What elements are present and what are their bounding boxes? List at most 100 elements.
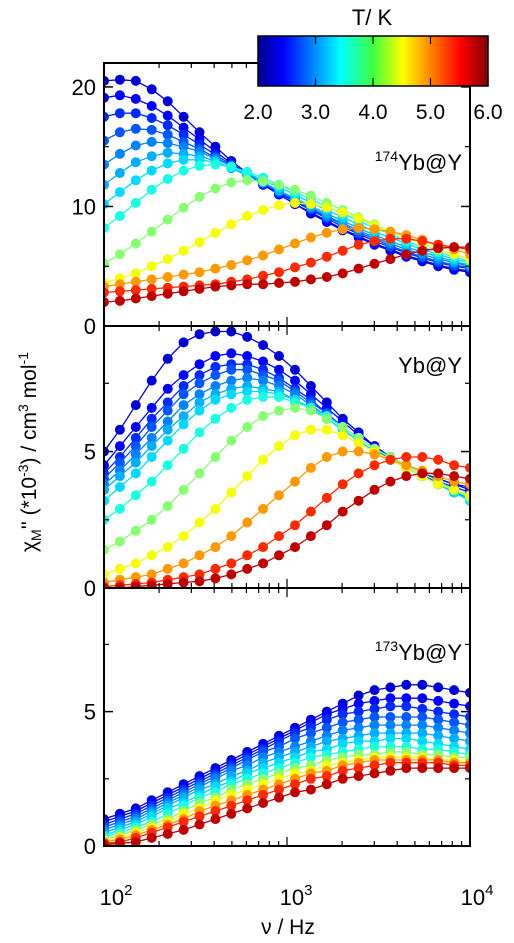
panel-2-series-7-point [210,394,221,405]
panel-3-y-tick-label: 0 [84,834,96,859]
panel-2-series-9-point [162,501,173,512]
panel-2-series-11-point [369,449,380,460]
panel-2-series-5-point [242,372,253,383]
panel-1-series-9-point [274,179,284,190]
panel-1-series-5-point [104,159,109,170]
panel-1-series-1-point [114,74,125,85]
panel-1-series-10-point [194,237,205,248]
panel-2-series-12-point [258,542,269,553]
panel-2-series-9-point [130,525,141,536]
panel-2-series-13-point [226,569,237,580]
panel-2-series-13-point [178,577,189,588]
panel-1-series-13-point [385,254,396,265]
panel-2-series-9-point [258,411,269,422]
panel-1-series-3-point [114,108,125,119]
panel-2-series-10-point [433,479,444,490]
panel-1-series-12-point [385,233,396,244]
panel-1-series-13-point [290,276,300,287]
panel-1-series-2-point [114,90,125,101]
panel-3-series-5-point [385,720,396,731]
panel-2-series-12-line [104,456,470,588]
panel-3-series-12-point [290,779,300,790]
panel-3-series-12-point [369,760,380,771]
panel-1-series-10-point [226,219,237,230]
panel-3-series-12-point [305,773,316,784]
panel-3-series-4-point [433,714,444,725]
panel-2-series-10-point [130,558,141,569]
panel-1-series-5-point [114,148,125,159]
panel-1-series-7-point [162,158,173,169]
panel-2-series-5-point [210,381,221,391]
panel-1-series-11-point [194,267,205,278]
panel-1-series-10-point [130,268,141,279]
panel-2-series-2-point [242,351,253,361]
x-axis-label: ν / Hz [261,916,315,939]
panel-1-series-11-point [162,272,173,282]
panel-3-series-13-point [305,784,316,795]
panel-2-series-4-line [104,369,470,496]
panel-3-series-5-point [417,720,428,731]
panel-2-series-12-point [353,468,364,479]
panel-3-plot [104,679,470,846]
panel-2-series-1-point [274,351,284,361]
panel-1-series-7-point [146,165,157,176]
panel-2-series-4-point [178,389,189,400]
panel-2-series-10-point [305,424,316,435]
y-label-sup2: 3 [15,404,31,412]
panel-3-series-12-point [321,771,332,782]
panel-3-series-2-point [417,693,428,704]
panel-3-series-6-point [449,733,460,744]
panel-2-series-11-point [162,563,173,574]
panel-1-series-6-point [114,168,125,178]
panel-2-series-2-point [194,359,205,370]
panel-1-series-6-point [130,157,141,168]
panel-2-series-11-point [353,446,364,457]
panel-2-series-11-point [401,460,412,471]
panel-3-series-12-point [258,789,269,800]
colorbar-tick-label: 6.0 [473,101,502,124]
panel-2-series-10-point [104,569,109,580]
panel-1-series-13-point [258,279,269,290]
panel-2-series-3-point [210,361,221,372]
panel-2-series-6-point [178,411,189,422]
panel-1-series-12-point [274,267,284,278]
panel-3-series-6-point [433,730,444,741]
panel-1-series-10-point [353,213,364,224]
panel-2-series-1-point [242,331,253,342]
panel-1-series-7-point [178,154,189,165]
panel-3-series-13-point [417,763,428,774]
panel-2-series-4-point [194,378,205,389]
panel-2-series-12-point [242,550,253,561]
panel-2-series-10-point [194,517,205,528]
panel-2-series-8-point [274,392,284,402]
panel-3-series-7-point [401,733,412,744]
panel-2-series-10-point [321,424,332,435]
panel-3-series-2-point [385,693,396,704]
panel-3-series-3-point [465,712,470,722]
panel-1-series-12-point [290,262,300,273]
panel-2-series-9-point [194,468,205,479]
panel-3-series-13-point [178,824,189,835]
panel-3-series-13-point [369,768,380,779]
panel-3-series-4-point [305,728,316,739]
panel-3-label-sup: 173 [375,638,399,654]
y-label-sup3: -1 [15,352,31,365]
panel-1-series-4-point [104,135,109,146]
panel-1-series-13-point [146,291,157,302]
panel-2-series-12-point [417,452,428,462]
panel-1-series-7-point [130,175,141,186]
panel-3-series-1-point [449,685,460,696]
panel-2-series-4-point [242,364,253,375]
panel-2-series-11-point [274,490,284,501]
panel-3-series-5-point [353,722,364,733]
panel-1-series-11-point [385,226,396,237]
panel-2-series-1-point [305,381,316,391]
panel-2-series-8-point [178,443,189,454]
panel-1-series-1-point [146,84,157,95]
panel-2-series-5-point [258,375,269,386]
panel-3-series-5-point [337,725,348,736]
panel-1-series-12-point [305,257,316,268]
panel-2-series-9-point [337,422,348,432]
panel-1-series-1-point [178,111,189,122]
